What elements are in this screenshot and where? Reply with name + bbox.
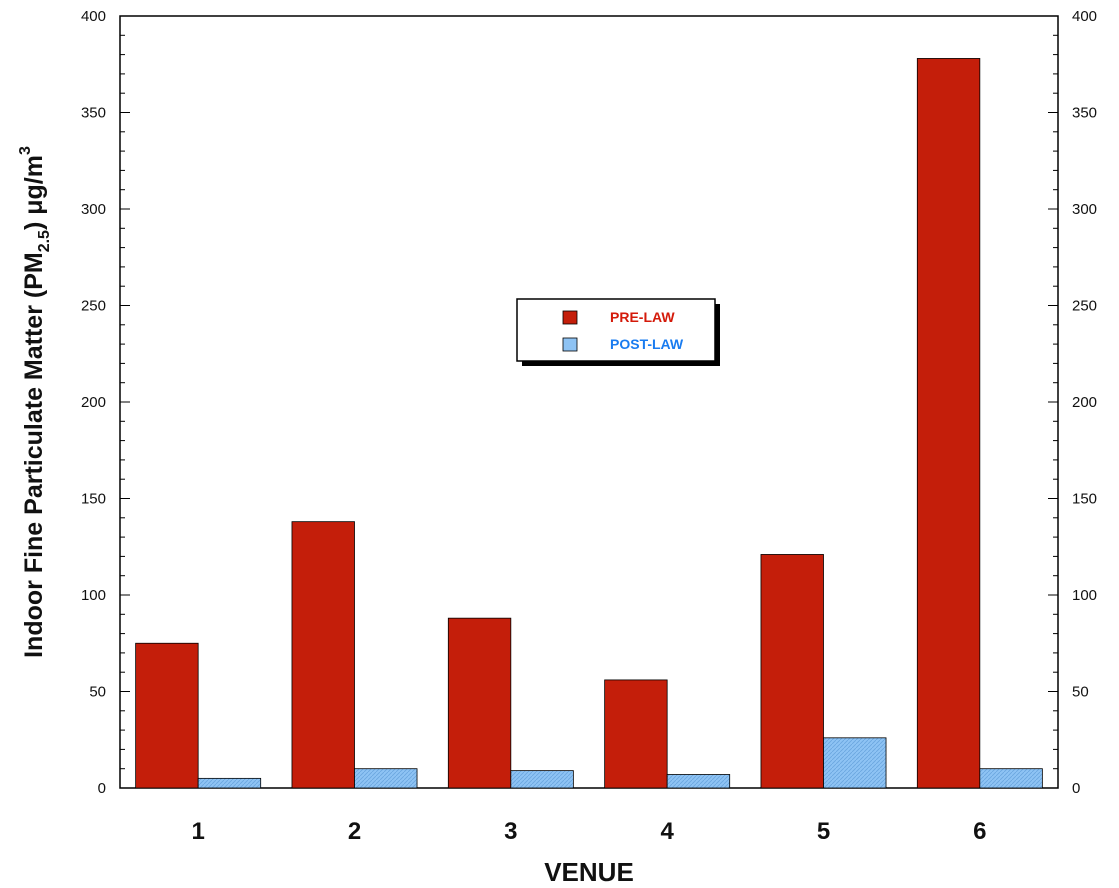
bar-pre-law-6 bbox=[916, 58, 981, 789]
y-tick-label-right: 150 bbox=[1072, 491, 1097, 508]
legend-label-pre-law: PRE-LAW bbox=[610, 309, 675, 325]
y-axis-title-prefix: Indoor Fine Particulate Matter (PM bbox=[20, 252, 48, 658]
bar-post-law-5 bbox=[823, 737, 887, 789]
x-axis: 1 2 3 4 5 6 bbox=[191, 818, 986, 845]
bar-post-law-3 bbox=[510, 770, 574, 789]
x-tick-label: 2 bbox=[348, 818, 361, 845]
y-tick-label-right: 50 bbox=[1072, 684, 1089, 701]
bar-pre-law-2 bbox=[291, 521, 355, 789]
y-tick-label: 200 bbox=[81, 394, 106, 411]
bar-post-law-6 bbox=[979, 768, 1043, 789]
x-tick-label: 3 bbox=[504, 818, 517, 845]
y-tick-label-right: 300 bbox=[1072, 201, 1097, 218]
y-tick-label-right: 0 bbox=[1072, 780, 1080, 797]
y-tick-label: 0 bbox=[98, 780, 106, 797]
y-tick-label: 250 bbox=[81, 298, 106, 315]
y-tick-label-right: 400 bbox=[1072, 8, 1097, 25]
bar-pre-law-4 bbox=[604, 679, 668, 789]
y-axis-title-superscript: 3 bbox=[17, 146, 34, 155]
x-tick-label: 1 bbox=[191, 818, 204, 845]
bar-pre-law-1 bbox=[135, 642, 199, 789]
y-axis-left: 0 50 100 150 200 250 300 350 400 bbox=[81, 8, 130, 797]
x-axis-title: VENUE bbox=[544, 857, 634, 887]
bar-pre-law-5 bbox=[760, 554, 824, 789]
bar-pre-law-3 bbox=[447, 617, 512, 789]
legend-swatch-pre-law bbox=[562, 310, 578, 325]
legend-swatch-post-law bbox=[562, 337, 578, 352]
legend-box bbox=[516, 298, 716, 362]
y-axis-title-subscript: 2.5 bbox=[36, 230, 53, 252]
bar-post-law-2 bbox=[354, 768, 418, 789]
y-tick-label: 400 bbox=[81, 8, 106, 25]
y-tick-label: 300 bbox=[81, 201, 106, 218]
y-tick-label: 150 bbox=[81, 491, 106, 508]
x-tick-label: 5 bbox=[817, 818, 830, 845]
legend: PRE-LAW POST-LAW bbox=[516, 298, 720, 366]
x-tick-label: 6 bbox=[973, 818, 986, 845]
y-tick-label: 100 bbox=[81, 587, 106, 604]
y-axis-right: 0 50 100 150 200 250 300 350 400 bbox=[1048, 8, 1097, 797]
y-tick-label-right: 100 bbox=[1072, 587, 1097, 604]
bars bbox=[135, 58, 1043, 789]
y-tick-label-right: 350 bbox=[1072, 105, 1097, 122]
legend-label-post-law: POST-LAW bbox=[610, 336, 684, 352]
y-tick-label: 50 bbox=[89, 684, 106, 701]
y-tick-label-right: 250 bbox=[1072, 298, 1097, 315]
y-tick-label-right: 200 bbox=[1072, 394, 1097, 411]
y-axis-title-suffix: ) μg/m bbox=[20, 155, 48, 230]
bar-post-law-1 bbox=[197, 777, 262, 789]
x-tick-label: 4 bbox=[660, 818, 674, 845]
y-tick-label: 350 bbox=[81, 105, 106, 122]
bar-post-law-4 bbox=[666, 774, 731, 789]
y-axis-title: Indoor Fine Particulate Matter (PM2.5) μ… bbox=[17, 146, 53, 658]
